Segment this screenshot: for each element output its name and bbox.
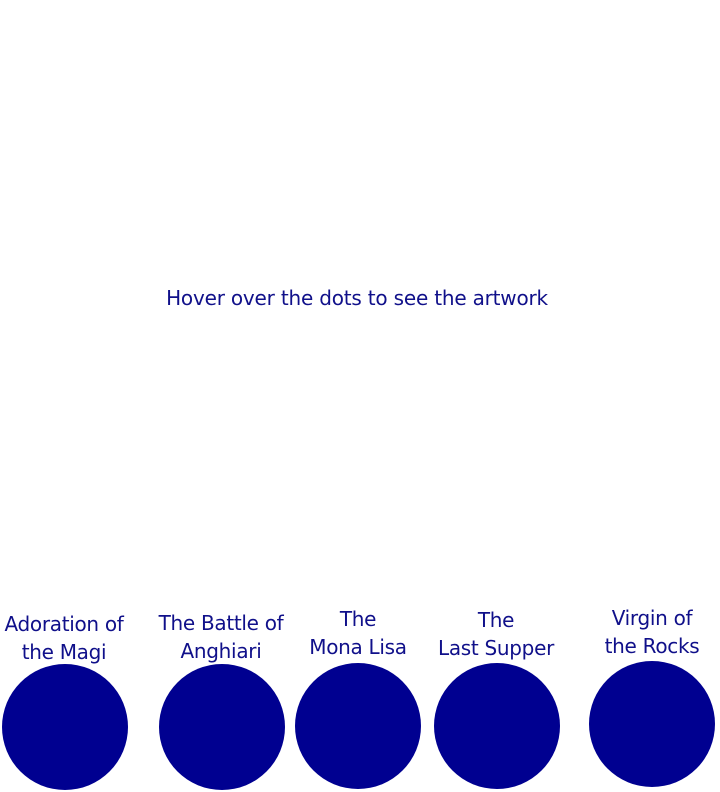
artwork-label-the-last-supper: The Last Supper <box>432 606 560 662</box>
artwork-label-adoration-of-the-magi: Adoration of the Magi <box>0 610 128 666</box>
artwork-label-line1: Adoration of <box>4 612 124 636</box>
artwork-label-line1: The <box>339 607 377 631</box>
artwork-label-line1: Virgin of <box>611 606 693 630</box>
artwork-label-line1: The <box>477 608 515 632</box>
artwork-label-virgin-of-the-rocks: Virgin of the Rocks <box>590 604 714 660</box>
hover-instruction: Hover over the dots to see the artwork <box>166 286 548 310</box>
artwork-dot-virgin-of-the-rocks[interactable] <box>589 661 715 787</box>
artwork-label-line2: Anghiari <box>180 639 262 663</box>
artwork-label-the-mona-lisa: The Mona Lisa <box>296 605 420 661</box>
artwork-label-line2: Mona Lisa <box>309 635 407 659</box>
artwork-label-line2: Last Supper <box>437 636 554 660</box>
artwork-dot-the-last-supper[interactable] <box>434 663 560 789</box>
artwork-label-line2: the Rocks <box>604 634 700 658</box>
artwork-label-line1: The Battle of <box>158 611 284 635</box>
artwork-label-line2: the Magi <box>21 640 107 664</box>
artwork-dot-adoration-of-the-magi[interactable] <box>2 664 128 790</box>
artwork-dot-the-mona-lisa[interactable] <box>295 663 421 789</box>
artwork-dot-the-battle-of-anghiari[interactable] <box>159 664 285 790</box>
artwork-label-the-battle-of-anghiari: The Battle of Anghiari <box>155 609 287 665</box>
